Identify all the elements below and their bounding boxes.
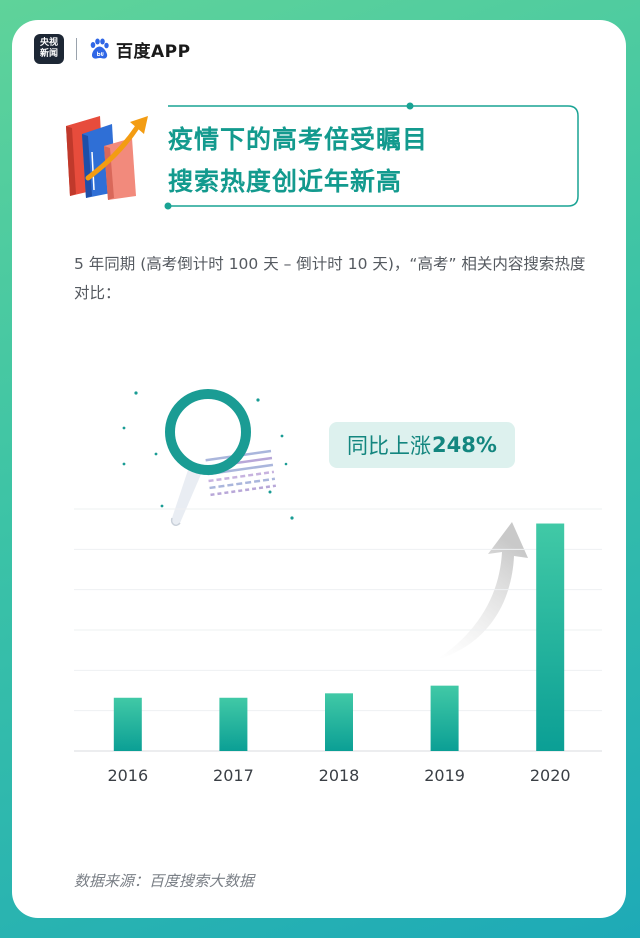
baidu-app-label: 百度APP: [116, 41, 191, 62]
chart-description: 5 年同期 (高考倒计时 100 天 – 倒计时 10 天)，“高考” 相关内容…: [74, 255, 586, 302]
bar-2019: [430, 685, 459, 751]
x-axis-labels: 2016 2017 2018 2019 2020: [107, 766, 570, 785]
x-tick-label-2017: 2017: [213, 766, 254, 785]
bars-group: [113, 523, 565, 751]
books-growth-icon: [66, 116, 148, 200]
baidu-paw-icon: [90, 38, 109, 59]
headline-box: 疫情下的高考倍受瞩目 搜索热度创近年新高: [12, 100, 626, 220]
x-tick-label-2020: 2020: [530, 766, 571, 785]
callout-value: 248%: [432, 433, 497, 457]
bar-2016: [113, 697, 142, 751]
bar-chart: 2016 2017 2018 2019 2020: [74, 389, 602, 785]
growth-callout: 同比上涨 248%: [329, 422, 515, 468]
logo-divider: [76, 38, 77, 60]
growth-arrow: [436, 522, 528, 660]
sparkle-dots: [122, 391, 294, 520]
callout-prefix: 同比上涨: [347, 434, 432, 458]
headline-line-1: 疫情下的高考倍受瞩目: [168, 125, 429, 154]
data-source: 数据来源：百度搜索大数据: [74, 872, 255, 890]
bar-2017: [219, 697, 248, 751]
x-tick-label-2018: 2018: [319, 766, 360, 785]
cctv-logo-line1: 央视: [39, 38, 58, 48]
x-tick-label-2019: 2019: [424, 766, 465, 785]
cctv-logo-line2: 新闻: [39, 49, 58, 59]
infographic-card: 央视 新闻 百度APP 疫情下的高考倍受瞩目 搜索热度创近年新高: [12, 20, 626, 918]
x-tick-label-2016: 2016: [107, 766, 148, 785]
bar-2020: [536, 523, 565, 751]
bar-2018: [325, 693, 353, 751]
magnifier-illustration: [122, 389, 294, 526]
headline-line-2: 搜索热度创近年新高: [168, 167, 403, 196]
cctv-news-logo: 央视 新闻: [34, 34, 64, 64]
headline-frame: [164, 102, 579, 210]
logo-row: 央视 新闻 百度APP: [34, 33, 191, 65]
